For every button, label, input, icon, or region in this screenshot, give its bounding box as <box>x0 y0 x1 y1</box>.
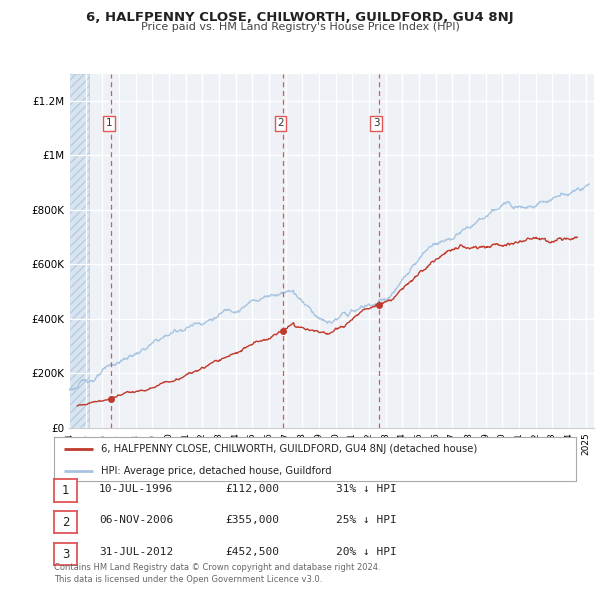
Text: £452,500: £452,500 <box>225 548 279 557</box>
Text: 3: 3 <box>62 548 69 560</box>
Text: £355,000: £355,000 <box>225 516 279 525</box>
Text: 31-JUL-2012: 31-JUL-2012 <box>99 548 173 557</box>
Text: 6, HALFPENNY CLOSE, CHILWORTH, GUILDFORD, GU4 8NJ: 6, HALFPENNY CLOSE, CHILWORTH, GUILDFORD… <box>86 11 514 24</box>
Text: Contains HM Land Registry data © Crown copyright and database right 2024.: Contains HM Land Registry data © Crown c… <box>54 563 380 572</box>
Text: 25% ↓ HPI: 25% ↓ HPI <box>336 516 397 525</box>
Text: 31% ↓ HPI: 31% ↓ HPI <box>336 484 397 493</box>
Text: 2: 2 <box>62 516 69 529</box>
Text: 1: 1 <box>62 484 69 497</box>
Text: 2: 2 <box>277 119 284 128</box>
Bar <box>69 74 89 428</box>
Text: This data is licensed under the Open Government Licence v3.0.: This data is licensed under the Open Gov… <box>54 575 322 584</box>
Text: 10-JUL-1996: 10-JUL-1996 <box>99 484 173 493</box>
Text: HPI: Average price, detached house, Guildford: HPI: Average price, detached house, Guil… <box>101 466 332 476</box>
Text: 6, HALFPENNY CLOSE, CHILWORTH, GUILDFORD, GU4 8NJ (detached house): 6, HALFPENNY CLOSE, CHILWORTH, GUILDFORD… <box>101 444 477 454</box>
Text: £112,000: £112,000 <box>225 484 279 493</box>
Text: 3: 3 <box>373 119 379 128</box>
Text: Price paid vs. HM Land Registry's House Price Index (HPI): Price paid vs. HM Land Registry's House … <box>140 22 460 32</box>
Text: 1: 1 <box>106 119 112 128</box>
Text: 06-NOV-2006: 06-NOV-2006 <box>99 516 173 525</box>
Text: 20% ↓ HPI: 20% ↓ HPI <box>336 548 397 557</box>
